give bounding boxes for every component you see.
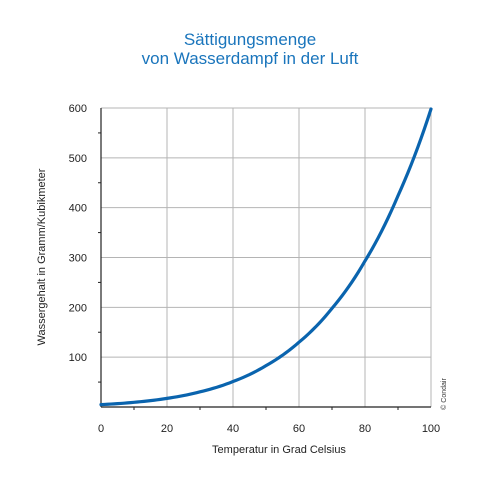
y-tick-label-100: 100 (69, 352, 87, 364)
series (99, 107, 433, 407)
x-tick-label-80: 80 (359, 423, 371, 435)
y-tick-label-400: 400 (69, 203, 87, 215)
y-tick-label-500: 500 (69, 153, 87, 165)
y-axis-label: Wassergehalt in Gramm/Kubikmeter (36, 168, 48, 345)
x-tick-label-40: 40 (227, 423, 239, 435)
y-tick-label-300: 300 (69, 253, 87, 265)
chart-title-line-2: von Wasserdampf in der Luft (141, 49, 359, 68)
chart-title-line-1: Sättigungsmenge (183, 30, 317, 49)
x-axis-label: Temperatur in Grad Celsius (212, 444, 346, 456)
series-line (99, 107, 433, 407)
x-tick-label-60: 60 (293, 423, 305, 435)
copyright-credit: © Condair (440, 378, 448, 410)
axes (98, 108, 431, 410)
x-tick-label-100: 100 (422, 423, 440, 435)
tick-labels: 100 200 300 400 500 600 0 20 40 60 80 100 (69, 103, 441, 435)
x-tick-label-0: 0 (98, 423, 104, 435)
grid (101, 107, 432, 407)
y-tick-label-600: 600 (69, 103, 87, 115)
x-tick-label-20: 20 (161, 423, 173, 435)
y-tick-label-200: 200 (69, 302, 87, 314)
